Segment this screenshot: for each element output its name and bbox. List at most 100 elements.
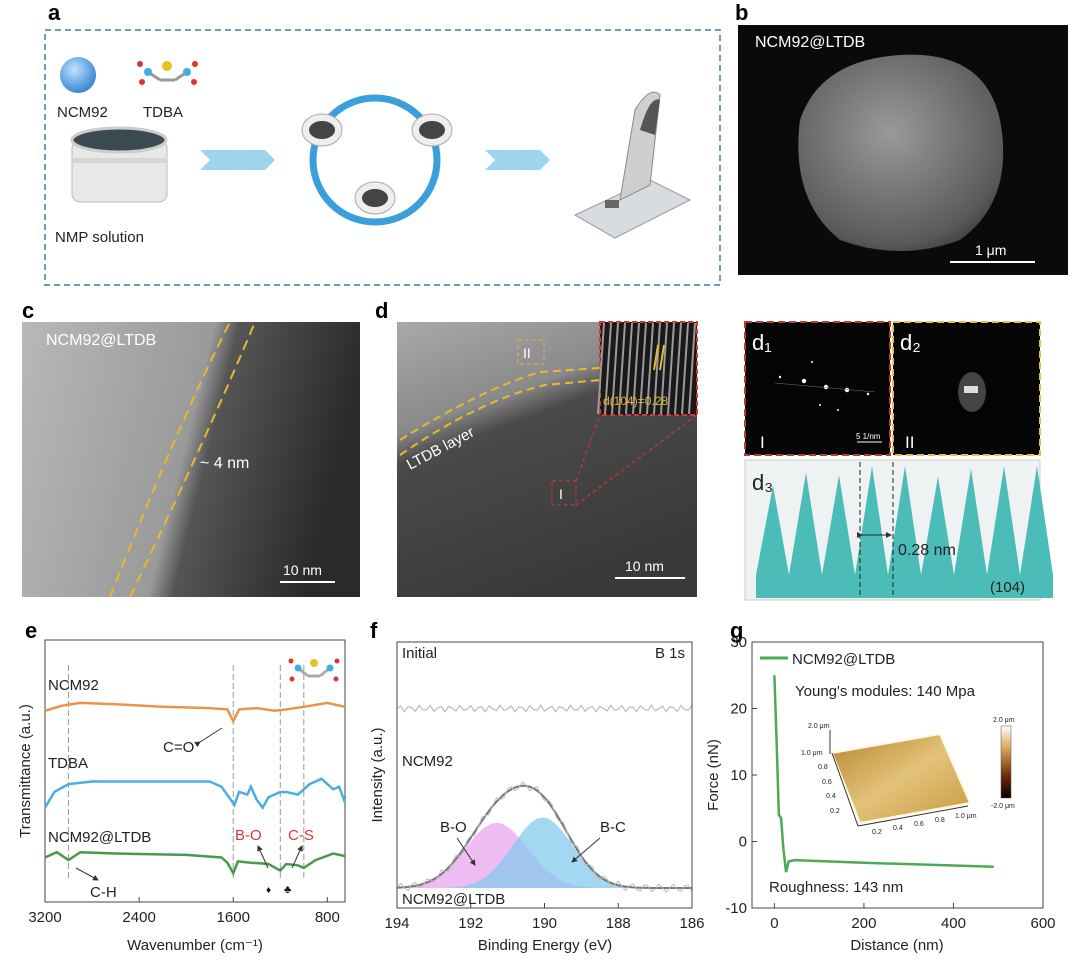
panel-b: b NCM92@LTDB 1 μm — [735, 0, 1068, 275]
x-axis-label: Distance (nm) — [850, 937, 943, 954]
legend-label: NCM92@LTDB — [792, 651, 895, 668]
region-i-box — [551, 480, 577, 506]
series-label-ltdb: NCM92@LTDB — [48, 829, 151, 846]
panel-d: d LTDB layer II I d(104)=0.28 10 nm — [375, 298, 698, 597]
panel-label-d2: d₂ — [900, 330, 921, 355]
panel-label-c: c — [22, 298, 34, 323]
x-tick-label: 3200 — [28, 909, 61, 926]
plane-label: (104) — [990, 579, 1025, 596]
panel-label-d1: d₁ — [752, 330, 772, 355]
x-tick-label: 194 — [384, 915, 409, 932]
inset-x-tick: 0.2 — [872, 829, 882, 836]
inset-y-tick: 0.4 — [826, 793, 836, 800]
fft-scale-label: 5 1/nm — [856, 432, 881, 441]
tdba-molecule-icon — [137, 61, 198, 85]
scale-bar-label: 10 nm — [283, 562, 322, 578]
region-ii-box — [517, 339, 545, 365]
inset-y-tick: 0.6 — [822, 779, 832, 786]
schematic-frame — [44, 29, 721, 286]
series-label-ncm92: NCM92 — [402, 753, 453, 770]
series-label-ncm92: NCM92 — [48, 677, 99, 694]
panel-e: e 3200 2400 1600 800 NCM92 TDBA NCM92@LTDB … — [17, 618, 347, 954]
x-tick-label: 190 — [532, 915, 557, 932]
x-axis-label: Binding Energy (eV) — [478, 937, 612, 954]
nmp-jar-icon — [70, 126, 168, 203]
series-label-ltdb: NCM92@LTDB — [402, 891, 505, 908]
tdba-molecule-icon — [288, 658, 340, 682]
panel-f: f 194 192 190 188 186 Initial B 1s NCM92 NCM… — [369, 618, 705, 954]
y-tick-label: -10 — [725, 900, 747, 917]
region-label: I — [760, 433, 765, 452]
fit-peak-b-o — [397, 822, 692, 889]
panel-label-d3: d₃ — [752, 470, 773, 495]
initial-spectrum — [396, 704, 693, 713]
inset-x-tick: 0.6 — [914, 821, 924, 828]
profile-peak — [954, 468, 987, 598]
fft-image-i — [744, 321, 891, 456]
diffraction-spots — [778, 361, 870, 411]
process-arrow-icon — [200, 150, 275, 170]
layer-thickness-label: ~ 4 nm — [200, 455, 249, 472]
colorbar-max: 2.0 μm — [993, 717, 1015, 724]
panel-label-b: b — [735, 0, 748, 25]
region-ii-label: II — [523, 345, 531, 361]
sem-particle — [798, 54, 1004, 251]
x-tick-label: 2400 — [122, 909, 155, 926]
x-tick-label: 200 — [851, 915, 876, 932]
y-tick-label: 10 — [730, 767, 747, 784]
profile-peak — [1020, 466, 1053, 598]
panel-d2: d₂ II — [892, 321, 1041, 456]
panel-label-a: a — [48, 0, 61, 25]
x-tick-label: 0 — [770, 915, 778, 932]
y-axis-label: Transmittance (a.u.) — [17, 704, 34, 838]
y-axis-label: Force (nN) — [705, 739, 722, 811]
x-tick-label: 192 — [458, 915, 483, 932]
series-line-ncm92-ltdb — [44, 850, 346, 877]
region-label: II — [905, 433, 914, 452]
panel-g: g 0 200 400 600 30 20 10 0 -10 NCM92@LTDB Young'… — [705, 618, 1056, 954]
d-spacing-label: d(104)=0.28 — [603, 394, 668, 408]
x-tick-label: 188 — [606, 915, 631, 932]
peak-label-b-o: B-O — [440, 819, 467, 836]
x-tick-label: 400 — [941, 915, 966, 932]
panel-label-d: d — [375, 298, 388, 323]
profile-peak — [921, 476, 954, 598]
electrode-coating-icon — [573, 91, 692, 239]
annotation-c-h: C-H — [90, 884, 117, 901]
spacing-label: 0.28 nm — [898, 542, 956, 559]
youngs-modulus-label: Young's modules: 140 Mpa — [795, 683, 976, 700]
sem-sample-label: NCM92@LTDB — [755, 34, 865, 51]
raw-spectrum — [396, 781, 693, 893]
region-i-label: I — [559, 486, 563, 502]
cycle-arrows-icon — [301, 94, 453, 226]
boundary-line — [129, 321, 256, 598]
annotation-c-o: C=O — [163, 739, 194, 756]
club-marker: ♣ — [284, 884, 291, 896]
series-label-tdba: TDBA — [48, 755, 88, 772]
ncm92-label: NCM92 — [57, 104, 108, 121]
x-tick-label: 800 — [315, 909, 340, 926]
panel-a: a NCM92 TDBA NMP solution — [44, 0, 721, 286]
inset-y-tick: 0.8 — [818, 764, 828, 771]
x-tick-label: 600 — [1030, 915, 1055, 932]
panel-d3: d₃ 0.28 nm (104) — [744, 459, 1053, 601]
afm-surface — [830, 732, 972, 825]
y-tick-label: 20 — [730, 701, 747, 718]
profile-peak — [888, 466, 921, 598]
process-arrow-icon — [485, 150, 550, 170]
fit-peak-b-c — [397, 817, 692, 889]
y-tick-label: 30 — [730, 634, 747, 651]
panel-c: c NCM92@LTDB ~ 4 nm 10 nm — [22, 298, 360, 598]
inset-x-tick: 0.4 — [893, 825, 903, 832]
x-axis-label: Wavenumber (cm⁻¹) — [127, 937, 263, 954]
series-line-ncm92 — [44, 701, 346, 725]
y-axis-label: Intensity (a.u.) — [369, 727, 386, 822]
inset-z-label: 2.0 μm — [808, 723, 830, 730]
force-curve — [773, 675, 994, 873]
diamond-marker: ♦ — [266, 885, 271, 896]
panel-label-g: g — [730, 618, 743, 643]
colorbar — [1000, 725, 1012, 799]
annotation-c-s: C-S — [288, 827, 314, 844]
inset-x-tick: 1.0 μm — [955, 813, 977, 820]
